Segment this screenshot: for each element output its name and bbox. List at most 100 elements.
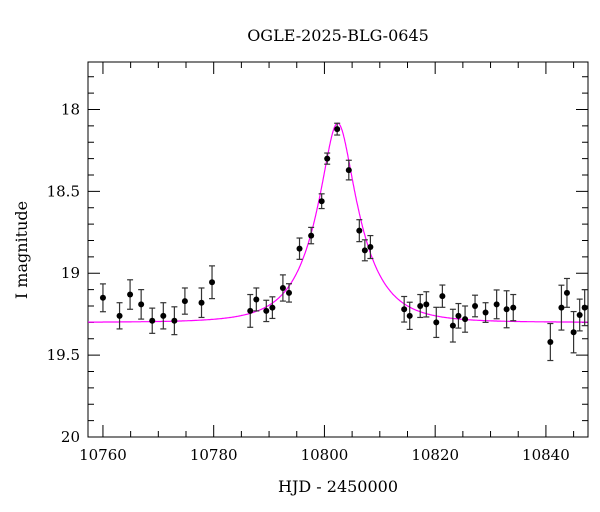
point-marker	[181, 298, 188, 305]
data-point	[570, 310, 577, 354]
y-tick-label: 18.5	[47, 182, 80, 200]
data-point	[269, 296, 276, 320]
point-marker	[563, 289, 570, 296]
data-point	[198, 287, 205, 319]
data-point	[547, 322, 554, 362]
axis-ticks	[88, 62, 588, 438]
point-marker	[269, 304, 276, 311]
data-point	[247, 293, 254, 328]
point-marker	[547, 339, 554, 346]
point-marker	[247, 307, 254, 314]
data-point	[455, 302, 462, 329]
data-point	[285, 283, 292, 303]
x-tick-label: 10800	[301, 446, 349, 464]
x-tick-label: 10840	[522, 446, 570, 464]
data-point	[149, 307, 156, 334]
x-tick-labels: 10760 10780 10800 10820 10840	[79, 446, 570, 464]
point-marker	[576, 312, 583, 319]
point-marker	[308, 232, 315, 239]
point-marker	[503, 306, 510, 313]
point-marker	[367, 244, 374, 251]
data-point	[334, 122, 341, 136]
data-point	[296, 237, 303, 260]
point-marker	[334, 126, 341, 133]
data-point	[576, 298, 583, 332]
data-point	[406, 301, 413, 331]
point-marker	[581, 304, 588, 311]
point-marker	[171, 317, 178, 324]
data-point	[510, 293, 517, 322]
point-marker	[160, 312, 167, 319]
point-marker	[253, 296, 260, 303]
point-marker	[361, 247, 368, 254]
data-point	[423, 291, 430, 318]
y-tick-label: 18	[61, 100, 80, 118]
point-marker	[127, 291, 134, 298]
point-marker	[99, 294, 106, 301]
data-point	[318, 193, 325, 210]
data-point	[401, 295, 408, 323]
point-marker	[149, 317, 156, 324]
data-point	[99, 283, 106, 313]
data-point	[482, 302, 489, 323]
data-point	[563, 277, 570, 308]
point-marker	[318, 198, 325, 205]
plot-frame	[87, 61, 589, 438]
data-points	[99, 122, 588, 362]
point-marker	[296, 245, 303, 252]
data-point	[181, 287, 188, 315]
data-point	[138, 289, 145, 320]
point-marker	[462, 316, 469, 323]
point-marker	[423, 301, 430, 308]
data-point	[493, 289, 500, 320]
data-point	[209, 265, 216, 300]
data-point	[439, 284, 446, 308]
model-curve	[88, 122, 588, 323]
point-marker	[449, 322, 456, 329]
point-marker	[401, 306, 408, 313]
point-marker	[198, 299, 205, 306]
point-marker	[417, 302, 424, 309]
data-point	[324, 152, 331, 165]
data-point	[116, 302, 123, 330]
point-marker	[433, 319, 440, 326]
point-marker	[439, 293, 446, 300]
point-marker	[455, 312, 462, 319]
data-point	[449, 308, 456, 343]
data-point	[279, 274, 286, 302]
point-marker	[406, 312, 413, 319]
x-tick-label: 10760	[79, 446, 127, 464]
data-point	[263, 299, 270, 323]
chart-title: OGLE-2025-BLG-0645	[247, 26, 429, 45]
data-point	[253, 287, 260, 312]
y-axis-label: I magnitude	[12, 201, 31, 299]
point-marker	[472, 302, 479, 309]
y-tick-label: 19	[61, 264, 80, 282]
point-marker	[558, 304, 565, 311]
y-tick-label: 20	[61, 428, 80, 446]
point-marker	[209, 279, 216, 286]
point-marker	[285, 289, 292, 296]
point-marker	[324, 155, 331, 162]
point-marker	[345, 167, 352, 174]
point-marker	[116, 312, 123, 319]
data-point	[581, 289, 588, 327]
data-point	[433, 306, 440, 339]
data-point	[361, 239, 368, 262]
x-axis-label: HJD - 2450000	[278, 477, 398, 496]
point-marker	[570, 329, 577, 336]
point-marker	[356, 227, 363, 234]
x-tick-label: 10820	[411, 446, 459, 464]
point-marker	[493, 301, 500, 308]
data-point	[345, 159, 352, 181]
data-point	[462, 305, 469, 333]
data-point	[356, 219, 363, 243]
x-tick-label: 10780	[190, 446, 238, 464]
point-marker	[138, 301, 145, 308]
point-marker	[279, 284, 286, 291]
y-tick-label: 19.5	[47, 346, 80, 364]
point-marker	[510, 304, 517, 311]
data-point	[558, 284, 565, 331]
point-marker	[263, 307, 270, 314]
